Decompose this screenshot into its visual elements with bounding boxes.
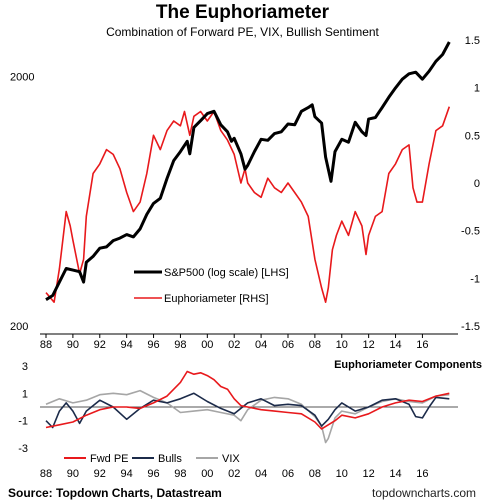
- main-x-tick-label: 88: [40, 339, 52, 351]
- components-x-tick-label: 90: [67, 468, 79, 480]
- main-x-tick-label: 12: [363, 339, 375, 351]
- main-x-tick-label: 14: [389, 339, 401, 351]
- right-y-tick-label: 0.5: [465, 130, 480, 142]
- components-y-tick-label: 3: [22, 361, 28, 373]
- main-x-tick-label: 96: [147, 339, 159, 351]
- components-x-tick-label: 10: [336, 468, 348, 480]
- components-x-tick-label: 14: [389, 468, 401, 480]
- components-x-tick-label: 04: [255, 468, 267, 480]
- right-y-tick-label: 1: [474, 83, 480, 95]
- chart-title: The Euphoriameter: [155, 2, 330, 23]
- main-x-tick-label: 98: [174, 339, 186, 351]
- legend-label-vix: VIX: [222, 453, 240, 465]
- main-chart-legend: S&P500 (log scale) [LHS] Euphoriameter [R…: [134, 267, 289, 305]
- right-y-tick-label: -1.5: [461, 321, 480, 333]
- components-x-tick-label: 96: [147, 468, 159, 480]
- components-x-tick-label: 92: [94, 468, 106, 480]
- main-x-tick-label: 08: [309, 339, 321, 351]
- legend-label-fwd-pe: Fwd PE: [90, 453, 129, 465]
- right-y-tick-label: 1.5: [465, 35, 480, 47]
- components-x-tick-label: 88: [40, 468, 52, 480]
- right-y-tick-label: -0.5: [461, 226, 480, 238]
- components-title: Euphoriameter Components: [334, 359, 482, 371]
- left-y-tick-label: 2000: [10, 71, 34, 83]
- main-x-tick-label: 06: [282, 339, 294, 351]
- components-x-tick-label: 00: [201, 468, 213, 480]
- components-x-tick-label: 98: [174, 468, 186, 480]
- components-x-tick-label: 16: [416, 468, 428, 480]
- legend-label-euphoriameter-rhs: Euphoriameter [RHS]: [164, 293, 269, 305]
- main-x-tick-label: 04: [255, 339, 267, 351]
- component-line-bulls: [45, 392, 450, 429]
- source-note: Source: Topdown Charts, Datastream: [8, 486, 222, 500]
- components-chart-ticks: 3 1 -1 -3 88 90 92 94 96 98 00 02 04 06 08 10 12 14 16 Euph…: [18, 359, 482, 480]
- components-y-tick-label: 1: [22, 388, 28, 400]
- main-x-tick-label: 16: [416, 339, 428, 351]
- main-x-tick-label: 94: [121, 339, 133, 351]
- main-chart-ticks: 88 90 92 94 96 98 00 02 04 06 08 10 12 14 1620002001.5…: [10, 35, 480, 351]
- components-x-tick-label: 06: [282, 468, 294, 480]
- components-chart-lines: [45, 370, 450, 444]
- left-y-tick-label: 200: [10, 321, 28, 333]
- chart-subtitle: Combination of Forward PE, VIX, Bullish …: [106, 25, 379, 39]
- components-chart-legend: Fwd PE Bulls VIX: [64, 453, 240, 465]
- components-x-tick-label: 94: [121, 468, 133, 480]
- legend-label-bulls: Bulls: [158, 453, 182, 465]
- components-x-tick-label: 12: [363, 468, 375, 480]
- main-x-tick-label: 92: [94, 339, 106, 351]
- components-x-tick-label: 02: [228, 468, 240, 480]
- component-line-vix: [45, 389, 450, 444]
- main-x-tick-label: 90: [67, 339, 79, 351]
- components-y-tick-label: -3: [18, 443, 28, 455]
- component-line-fwd-pe: [45, 370, 450, 430]
- series-line-euphoriameter-rhs: [45, 106, 451, 304]
- site-credit: topdowncharts.com: [372, 486, 477, 500]
- right-y-tick-label: -1: [470, 273, 480, 285]
- right-y-tick-label: 0: [474, 178, 480, 190]
- main-x-tick-label: 00: [201, 339, 213, 351]
- components-x-tick-label: 08: [309, 468, 321, 480]
- series-line-s-p500-log-scale-lhs: [45, 41, 451, 301]
- main-x-tick-label: 02: [228, 339, 240, 351]
- main-x-tick-label: 10: [336, 339, 348, 351]
- components-y-tick-label: -1: [18, 416, 28, 428]
- legend-label-s-p500-log-scale-lhs: S&P500 (log scale) [LHS]: [164, 267, 289, 279]
- main-chart-lines: [45, 41, 451, 304]
